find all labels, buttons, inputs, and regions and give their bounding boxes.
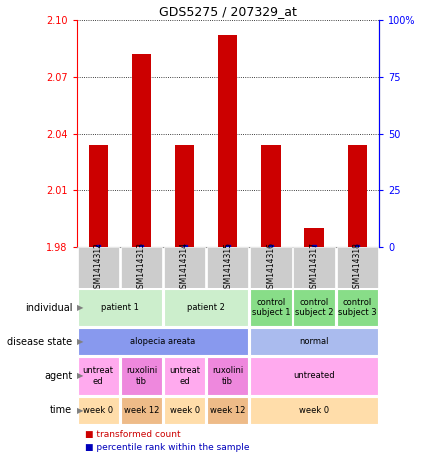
Bar	[164, 289, 248, 326]
Text: control
subject 2: control subject 2	[295, 298, 333, 317]
Bar	[164, 247, 205, 288]
Title: GDS5275 / 207329_at: GDS5275 / 207329_at	[159, 5, 297, 18]
Text: week 0: week 0	[170, 406, 200, 414]
Text: GSM1414313: GSM1414313	[137, 242, 146, 293]
Bar	[164, 357, 205, 395]
Text: GSM1414314: GSM1414314	[180, 242, 189, 293]
Text: alopecia areata: alopecia areata	[131, 337, 196, 346]
Text: GSM1414312: GSM1414312	[94, 242, 103, 293]
Bar	[261, 145, 281, 247]
Text: ▶: ▶	[77, 337, 83, 346]
Text: normal: normal	[299, 337, 329, 346]
Text: week 0: week 0	[83, 406, 113, 414]
Bar	[304, 228, 324, 247]
Text: ▶: ▶	[77, 303, 83, 312]
Bar	[78, 397, 119, 424]
Text: untreated: untreated	[293, 371, 335, 381]
Bar	[78, 289, 162, 326]
Text: GSM1414316: GSM1414316	[266, 242, 276, 293]
Text: ■ transformed count: ■ transformed count	[85, 430, 181, 439]
Text: week 0: week 0	[299, 406, 329, 414]
Text: control
subject 1: control subject 1	[252, 298, 290, 317]
Bar	[207, 397, 248, 424]
Text: patient 1: patient 1	[101, 303, 139, 312]
Bar	[78, 357, 119, 395]
Bar	[250, 247, 292, 288]
Bar	[293, 247, 335, 288]
Text: disease state: disease state	[7, 337, 72, 347]
Bar	[121, 357, 162, 395]
Text: control
subject 3: control subject 3	[338, 298, 377, 317]
Bar	[250, 289, 292, 326]
Text: individual: individual	[25, 303, 72, 313]
Bar	[348, 145, 367, 247]
Bar	[250, 397, 378, 424]
Bar	[88, 145, 108, 247]
Bar	[293, 289, 335, 326]
Bar	[164, 397, 205, 424]
Bar	[207, 247, 248, 288]
Text: ■ percentile rank within the sample: ■ percentile rank within the sample	[85, 443, 250, 452]
Bar	[336, 289, 378, 326]
Text: untreat
ed: untreat ed	[169, 366, 200, 386]
Text: patient 2: patient 2	[187, 303, 225, 312]
Bar	[336, 247, 378, 288]
Text: GSM1414317: GSM1414317	[310, 242, 318, 293]
Text: ▶: ▶	[77, 371, 83, 381]
Text: time: time	[50, 405, 72, 415]
Text: ▶: ▶	[77, 406, 83, 414]
Text: GSM1414318: GSM1414318	[353, 242, 362, 293]
Text: GSM1414315: GSM1414315	[223, 242, 232, 293]
Bar	[78, 328, 248, 355]
Text: week 12: week 12	[210, 406, 245, 414]
Bar	[218, 35, 237, 247]
Bar	[250, 328, 378, 355]
Bar	[78, 247, 119, 288]
Bar	[250, 357, 378, 395]
Text: ruxolini
tib: ruxolini tib	[126, 366, 157, 386]
Bar	[175, 145, 194, 247]
Bar	[121, 247, 162, 288]
Bar	[121, 397, 162, 424]
Bar	[207, 357, 248, 395]
Text: agent: agent	[44, 371, 72, 381]
Text: untreat
ed: untreat ed	[83, 366, 114, 386]
Text: week 12: week 12	[124, 406, 159, 414]
Text: ruxolini
tib: ruxolini tib	[212, 366, 244, 386]
Bar	[132, 54, 151, 247]
